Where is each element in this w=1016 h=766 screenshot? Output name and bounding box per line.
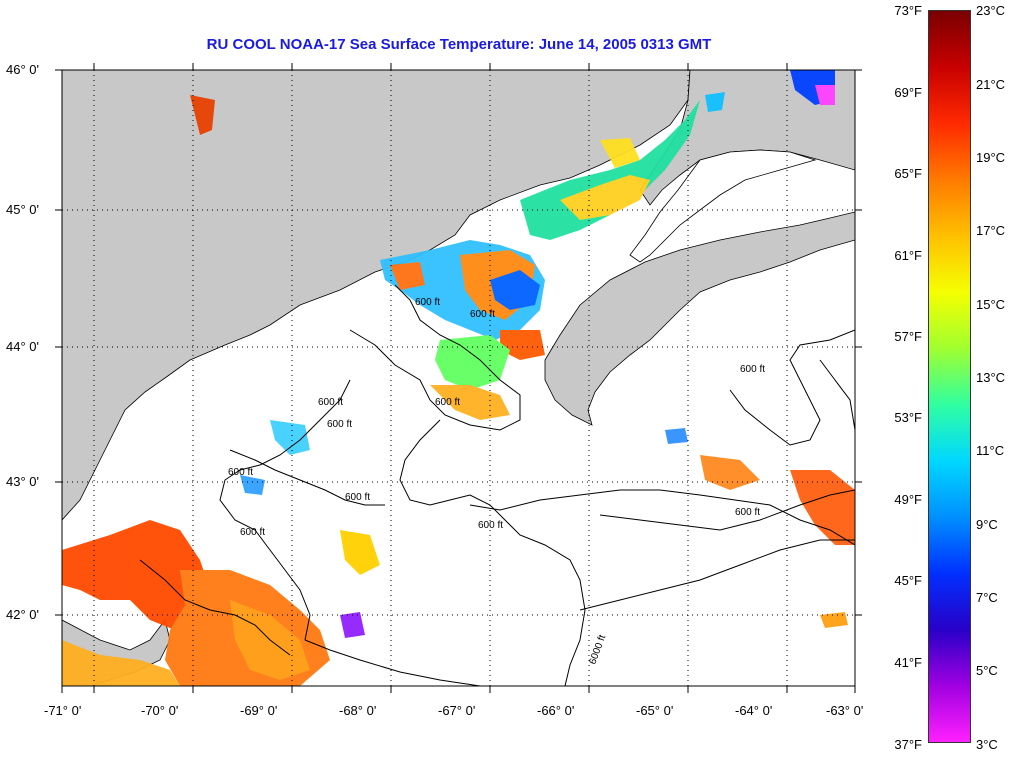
colorbar-f-label: 61°F <box>894 248 922 263</box>
lon-label: -71° 0' <box>44 703 82 718</box>
temperature-colorbar <box>928 10 971 743</box>
colorbar-c-label: 7°C <box>976 590 998 605</box>
lon-label: -66° 0' <box>537 703 575 718</box>
lon-label: -64° 0' <box>735 703 773 718</box>
lat-label: 43° 0' <box>6 474 39 489</box>
colorbar-f-label: 49°F <box>894 492 922 507</box>
colorbar-c-label: 3°C <box>976 737 998 752</box>
colorbar-c-label: 17°C <box>976 223 1006 238</box>
map-panel: 600 ft 600 ft 600 ft 600 ft 600 ft 600 f… <box>6 62 864 718</box>
lon-label: -67° 0' <box>438 703 476 718</box>
lon-label: -68° 0' <box>339 703 377 718</box>
lon-label: -63° 0' <box>826 703 864 718</box>
contour-label: 600 ft <box>240 527 265 538</box>
axis-ticks <box>55 63 862 693</box>
contour-labels: 600 ft 600 ft 600 ft 600 ft 600 ft 600 f… <box>228 297 765 666</box>
colorbar-c-label: 9°C <box>976 517 998 532</box>
lat-label: 45° 0' <box>6 202 39 217</box>
contour-label: 600 ft <box>318 397 343 408</box>
lon-label: -69° 0' <box>240 703 278 718</box>
contour-label: 600 ft <box>740 364 765 375</box>
contour-label: 600 ft <box>327 419 352 430</box>
sst-map: 600 ft 600 ft 600 ft 600 ft 600 ft 600 f… <box>55 63 862 693</box>
colorbar-f-label: 37°F <box>894 737 922 752</box>
colorbar-f-label: 65°F <box>894 166 922 181</box>
lat-lon-grid <box>62 70 855 686</box>
contour-label: 600 ft <box>478 520 503 531</box>
contour-label: 600 ft <box>345 492 370 503</box>
lat-label: 42° 0' <box>6 607 39 622</box>
colorbar-c-label: 15°C <box>976 297 1006 312</box>
colorbar-f-label: 41°F <box>894 655 922 670</box>
page-title: RU COOL NOAA-17 Sea Surface Temperature:… <box>206 36 712 53</box>
colorbar-f-label: 73°F <box>894 3 922 18</box>
colorbar-c-label: 11°C <box>976 443 1005 458</box>
lat-label: 44° 0' <box>6 339 39 354</box>
contour-label: 600 ft <box>735 507 760 518</box>
colorbar-c-label: 21°C <box>976 77 1006 92</box>
lon-label: -70° 0' <box>141 703 179 718</box>
bathymetry-contours <box>139 284 855 686</box>
contour-label: 600 ft <box>228 467 253 478</box>
colorbar-c-label: 19°C <box>976 150 1006 165</box>
colorbar-f-label: 45°F <box>894 573 922 588</box>
lat-label: 46° 0' <box>6 62 39 77</box>
colorbar-f-label: 69°F <box>894 85 922 100</box>
bay-of-fundy <box>629 149 817 263</box>
colorbar-c-label: 13°C <box>976 370 1006 385</box>
contour-label: 600 ft <box>470 309 495 320</box>
colorbar-f-label: 53°F <box>894 410 922 425</box>
contour-label: 600 ft <box>415 297 440 308</box>
land-nova-scotia <box>544 211 855 426</box>
lon-label: -65° 0' <box>636 703 674 718</box>
map-frame <box>61 69 856 687</box>
contour-label: 600 ft <box>435 397 460 408</box>
colorbar-c-label: 5°C <box>976 663 998 678</box>
colorbar-c-label: 23°C <box>976 3 1006 18</box>
colorbar-f-label: 57°F <box>894 329 922 344</box>
